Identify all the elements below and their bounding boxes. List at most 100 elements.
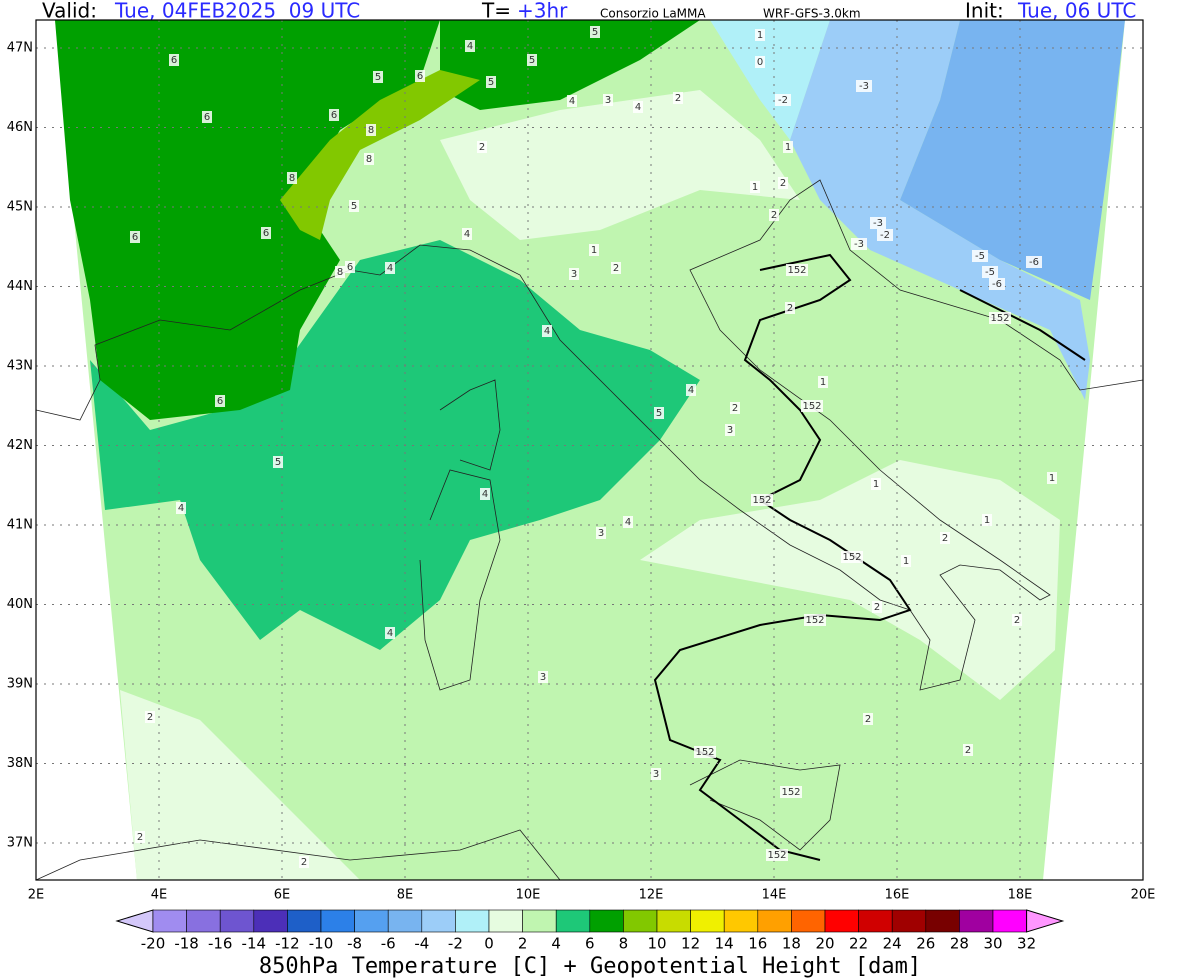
contour-label-box [486, 76, 496, 88]
contour-label: 2 [137, 832, 143, 843]
contour-label-box [982, 266, 998, 278]
contour-label: 2 [479, 142, 485, 153]
contour-label-box [527, 54, 537, 66]
colorbar-label: -16 [208, 935, 233, 953]
contour-label: 5 [375, 72, 381, 83]
contour-label-box [651, 768, 661, 780]
contour-label: 4 [387, 628, 393, 639]
colorbar-cell [858, 909, 893, 933]
contour-label-box [130, 231, 140, 243]
contour-label: 4 [482, 489, 488, 500]
contour-label-box [345, 261, 355, 273]
lat-label: 43N [7, 359, 33, 374]
coastline [35, 829, 561, 881]
contour-label: -2 [778, 95, 788, 106]
lon-label: 2E [28, 888, 45, 903]
contour-label-box [780, 786, 802, 798]
contour-label-box [871, 478, 881, 490]
contour-label: 2 [942, 533, 948, 544]
coastline [439, 379, 501, 471]
contour-label: 6 [417, 71, 423, 82]
colorbar-label: 4 [551, 935, 561, 953]
contour-label: 3 [598, 528, 604, 539]
contour-label: 2 [787, 303, 793, 314]
temperature-region [55, 20, 440, 420]
contour-label-box [135, 831, 145, 843]
lon-label: 6E [274, 888, 291, 903]
contour-label: 2 [732, 403, 738, 414]
contour-label-box [1012, 614, 1022, 626]
contour-label: 1 [984, 515, 990, 526]
temperature-region [120, 690, 360, 880]
colorbar-label: 10 [647, 935, 666, 953]
contour-label: 152 [787, 265, 806, 276]
colorbar-label: 8 [619, 935, 629, 953]
colorbar-cell [891, 909, 927, 933]
contour-label-box [569, 268, 579, 280]
contour-label-box [801, 400, 823, 412]
colorbar-label: 20 [815, 935, 834, 953]
contour-label-box [785, 302, 795, 314]
contour-label-box [963, 744, 973, 756]
contour-label: 152 [781, 787, 800, 798]
colorbar-label: 26 [916, 935, 935, 953]
lon-label: 10E [516, 888, 541, 903]
colorbar-cell [723, 909, 759, 933]
colorbar-cell [824, 909, 859, 933]
temperature-region [790, 20, 1090, 400]
colorbar-cell [219, 909, 255, 933]
lat-label: 39N [7, 677, 33, 692]
coastline [689, 759, 841, 851]
colorbar-low [115, 909, 154, 933]
init-label: Init: [965, 0, 1004, 23]
contour-label-box [730, 402, 740, 414]
map: 47N 46N 45N 44N 43N 42N 41N 40N 39N 38N 37N 2E 4E 6E 8… [7, 19, 1155, 903]
lat-label: 47N [7, 41, 33, 56]
colorbar-high [1026, 909, 1065, 933]
contour-label-box [856, 80, 872, 92]
contour-label-box [462, 228, 472, 240]
colorbar-cell [253, 909, 288, 933]
contour-label: 5 [351, 201, 357, 212]
contour-label: 1 [820, 377, 826, 388]
contour-label: 4 [178, 503, 184, 514]
colorbar-cell [555, 909, 591, 933]
contour-label: -6 [992, 279, 1002, 290]
colorbar-label: 2 [518, 935, 528, 953]
colorbar-cell [320, 909, 355, 933]
contour-label-box [603, 94, 613, 106]
contour-label: 6 [132, 232, 138, 243]
colorbar-cell [387, 909, 423, 933]
contour-label: 152 [767, 850, 786, 861]
contour-label: 5 [275, 457, 281, 468]
colorbar-cell [690, 909, 725, 933]
colorbar-cell [925, 909, 960, 933]
contour-label-box [538, 671, 548, 683]
contour-label: 4 [387, 263, 393, 274]
contour-label: 4 [467, 41, 473, 52]
contour-label-box [1047, 472, 1057, 484]
contour-label: 8 [337, 267, 343, 278]
contour-label-box [335, 266, 345, 278]
contour-label: 2 [771, 210, 777, 221]
contour-label-box [972, 250, 988, 262]
colorbar-label: 24 [883, 935, 902, 953]
contour-label-box [863, 713, 873, 725]
contour-label: 3 [540, 672, 546, 683]
contour-label-box [415, 70, 425, 82]
contour-label: 3 [605, 95, 611, 106]
contour-label: 1 [903, 556, 909, 567]
colorbar-label: 16 [748, 935, 767, 953]
contour-label-box [989, 312, 1011, 324]
contour-label-box [145, 711, 155, 723]
lat-label: 45N [7, 200, 33, 215]
contour-label-box [299, 856, 309, 868]
contour-label-box [1026, 256, 1042, 268]
lat-label: 42N [7, 438, 33, 453]
contour-label-box [783, 141, 793, 153]
contour-label: 152 [802, 401, 821, 412]
contour-label-box [686, 384, 696, 396]
colorbar-label: 30 [983, 935, 1002, 953]
contour-label: 2 [780, 178, 786, 189]
